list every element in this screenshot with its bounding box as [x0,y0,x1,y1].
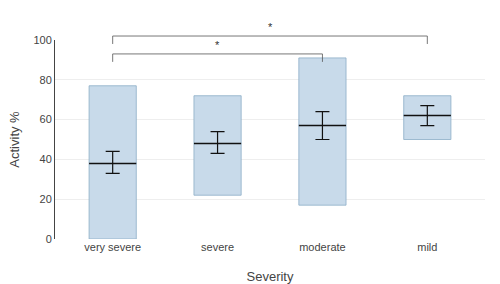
svg-text:60: 60 [40,113,52,125]
svg-text:Activity %: Activity % [7,111,22,168]
svg-text:0: 0 [46,233,52,245]
svg-text:very severe: very severe [84,241,141,253]
svg-text:mild: mild [417,241,437,253]
svg-text:*: * [215,39,220,51]
svg-text:40: 40 [40,153,52,165]
svg-text:80: 80 [40,74,52,86]
svg-text:moderate: moderate [299,241,345,253]
svg-text:20: 20 [40,193,52,205]
svg-text:*: * [268,21,273,33]
svg-text:Severity: Severity [247,269,294,284]
svg-text:severe: severe [201,241,234,253]
svg-text:100: 100 [33,34,51,46]
